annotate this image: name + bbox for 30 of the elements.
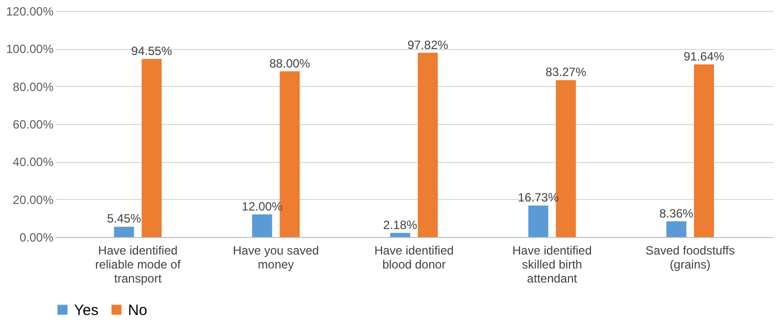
y-tick-label: 60.00% — [12, 118, 54, 132]
legend-label: Yes — [74, 302, 98, 319]
x-tick-label: Have identified reliable mode of transport — [95, 244, 182, 286]
data-label: 8.36% — [659, 206, 694, 220]
bar — [666, 221, 686, 237]
data-label: 91.64% — [684, 49, 725, 64]
x-tick-label: Saved foodstuffs (grains) — [646, 244, 735, 272]
bar — [694, 64, 714, 237]
bar — [252, 214, 272, 237]
y-tick-label: 40.00% — [12, 155, 54, 170]
x-tick-label: Have identified blood donor — [374, 244, 454, 272]
data-label: 5.45% — [107, 212, 142, 226]
bar — [418, 52, 438, 237]
data-label: 83.27% — [546, 65, 587, 80]
y-tick-label: 80.00% — [12, 80, 54, 94]
data-label: 88.00% — [269, 56, 310, 70]
bar — [528, 205, 548, 237]
bar — [114, 226, 134, 237]
bar — [390, 232, 410, 237]
legend-label: No — [128, 302, 148, 319]
data-label: 97.82% — [407, 38, 448, 52]
y-tick-label: 120.00% — [6, 4, 54, 18]
y-tick-label: 0.00% — [19, 230, 54, 244]
data-label: 2.18% — [383, 218, 418, 232]
data-label: 94.55% — [131, 44, 172, 58]
y-tick-label: 20.00% — [12, 192, 54, 207]
x-tick-label: Have identified skilled birth attendant — [512, 244, 592, 286]
y-tick-label: 100.00% — [6, 42, 54, 56]
bar — [142, 58, 162, 237]
x-tick-label: Have you saved money — [232, 244, 319, 272]
